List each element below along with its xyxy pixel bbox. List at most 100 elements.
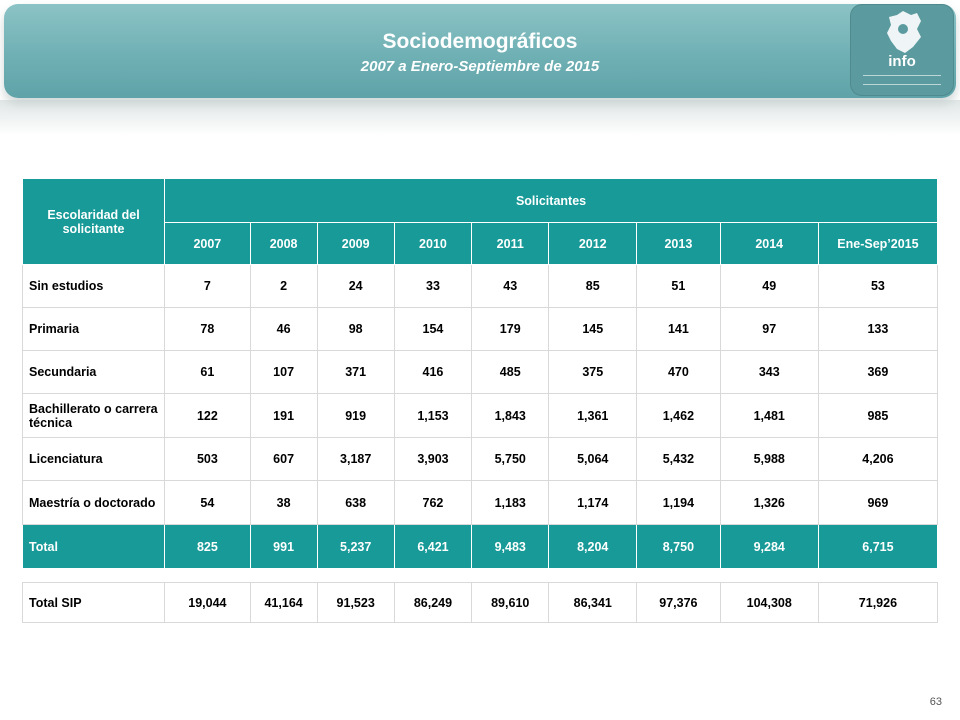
year-header: 2012 bbox=[548, 222, 638, 265]
total-sip-table: Total SIP 19,044 41,164 91,523 86,249 89… bbox=[21, 582, 939, 623]
table-row: Secundaria 61 107 371 416 485 375 470 343 369 bbox=[21, 350, 939, 394]
table-row: Primaria 78 46 98 154 179 145 141 97 133 bbox=[21, 307, 939, 351]
sip-cell: 89,610 bbox=[471, 582, 550, 623]
table-cell: 2 bbox=[249, 264, 318, 308]
table-cell: 54 bbox=[164, 480, 251, 525]
table-cell: 375 bbox=[548, 350, 638, 394]
year-header: 2013 bbox=[636, 222, 721, 265]
group-header-cell: Solicitantes bbox=[164, 178, 938, 223]
table-cell: 343 bbox=[719, 350, 819, 394]
table-cell: 46 bbox=[249, 307, 318, 351]
sip-cell: 19,044 bbox=[164, 582, 251, 623]
map-silhouette-icon bbox=[887, 11, 921, 53]
row-label: Sin estudios bbox=[21, 264, 166, 308]
total-row: Total 825 991 5,237 6,421 9,483 8,204 8,… bbox=[21, 524, 939, 569]
table-cell: 1,361 bbox=[548, 393, 638, 438]
year-header: 2008 bbox=[249, 222, 318, 265]
table-cell: 98 bbox=[316, 307, 395, 351]
page-subtitle: 2007 a Enero-Septiembre de 2015 bbox=[360, 58, 600, 75]
total-cell: 9,483 bbox=[471, 524, 550, 569]
table-cell: 919 bbox=[316, 393, 395, 438]
sip-cell: 86,249 bbox=[393, 582, 473, 623]
sip-cell: 97,376 bbox=[636, 582, 721, 623]
sip-cell: 71,926 bbox=[817, 582, 939, 623]
table-cell: 470 bbox=[636, 350, 721, 394]
table-cell: 51 bbox=[636, 264, 721, 308]
total-cell: 825 bbox=[164, 524, 251, 569]
table-cell: 969 bbox=[817, 480, 939, 525]
year-header: 2011 bbox=[471, 222, 550, 265]
total-cell: 6,421 bbox=[393, 524, 473, 569]
total-cell: 5,237 bbox=[316, 524, 395, 569]
table-cell: 416 bbox=[393, 350, 473, 394]
sip-cell: 41,164 bbox=[249, 582, 318, 623]
row-label: Secundaria bbox=[21, 350, 166, 394]
row-label: Primaria bbox=[21, 307, 166, 351]
row-label: Bachillerato o carrera técnica bbox=[21, 393, 166, 438]
total-sip-label: Total SIP bbox=[21, 582, 166, 623]
table-cell: 122 bbox=[164, 393, 251, 438]
table-cell: 503 bbox=[164, 437, 251, 481]
sip-cell: 104,308 bbox=[719, 582, 819, 623]
table-cell: 191 bbox=[249, 393, 318, 438]
table-cell: 154 bbox=[393, 307, 473, 351]
table-row: Licenciatura 503 607 3,187 3,903 5,750 5,064 5,… bbox=[21, 437, 939, 481]
table-cell: 33 bbox=[393, 264, 473, 308]
page-title: Sociodemográficos bbox=[382, 30, 578, 53]
infodf-logo: info bbox=[850, 4, 954, 96]
table-row: Maestría o doctorado 54 38 638 762 1,183 1,174… bbox=[21, 480, 939, 525]
sip-cell: 91,523 bbox=[316, 582, 395, 623]
year-header: 2009 bbox=[316, 222, 395, 265]
row-label: Licenciatura bbox=[21, 437, 166, 481]
table-cell: 85 bbox=[548, 264, 638, 308]
logo-wordmark: info bbox=[888, 53, 916, 70]
table-cell: 1,326 bbox=[719, 480, 819, 525]
table-cell: 49 bbox=[719, 264, 819, 308]
table-cell: 1,481 bbox=[719, 393, 819, 438]
total-cell: 8,750 bbox=[636, 524, 721, 569]
table-cell: 5,988 bbox=[719, 437, 819, 481]
table-cell: 3,187 bbox=[316, 437, 395, 481]
table-cell: 38 bbox=[249, 480, 318, 525]
table-cell: 5,750 bbox=[471, 437, 550, 481]
table-cell: 107 bbox=[249, 350, 318, 394]
table-cell: 179 bbox=[471, 307, 550, 351]
table-cell: 762 bbox=[393, 480, 473, 525]
table-cell: 371 bbox=[316, 350, 395, 394]
logo-tagline-lines bbox=[863, 75, 941, 85]
table-cell: 1,462 bbox=[636, 393, 721, 438]
total-cell: 9,284 bbox=[719, 524, 819, 569]
table-cell: 638 bbox=[316, 480, 395, 525]
table-cell: 133 bbox=[817, 307, 939, 351]
year-header: 2007 bbox=[164, 222, 251, 265]
table-cell: 97 bbox=[719, 307, 819, 351]
year-header: Ene-Sep’2015 bbox=[817, 222, 939, 265]
table-cell: 4,206 bbox=[817, 437, 939, 481]
banner-shadow bbox=[0, 100, 960, 136]
total-label: Total bbox=[21, 524, 166, 569]
total-cell: 991 bbox=[249, 524, 318, 569]
year-header: 2010 bbox=[393, 222, 473, 265]
table-cell: 607 bbox=[249, 437, 318, 481]
table-cell: 7 bbox=[164, 264, 251, 308]
header-banner: Sociodemográficos 2007 a Enero-Septiembr… bbox=[4, 4, 956, 98]
sip-cell: 86,341 bbox=[548, 582, 638, 623]
table-cell: 985 bbox=[817, 393, 939, 438]
table-row: Bachillerato o carrera técnica 122 191 919 1… bbox=[21, 393, 939, 438]
table-cell: 1,843 bbox=[471, 393, 550, 438]
table-cell: 145 bbox=[548, 307, 638, 351]
table-cell: 61 bbox=[164, 350, 251, 394]
row-label: Maestría o doctorado bbox=[21, 480, 166, 525]
year-header-row: 2007 2008 2009 2010 2011 2012 2013 2014 … bbox=[23, 222, 939, 265]
table-cell: 78 bbox=[164, 307, 251, 351]
total-cell: 8,204 bbox=[548, 524, 638, 569]
table-cell: 3,903 bbox=[393, 437, 473, 481]
table-cell: 1,153 bbox=[393, 393, 473, 438]
table-row: Sin estudios 7 2 24 33 43 85 51 49 53 bbox=[21, 264, 939, 308]
table-cell: 24 bbox=[316, 264, 395, 308]
table-cell: 1,174 bbox=[548, 480, 638, 525]
table-cell: 141 bbox=[636, 307, 721, 351]
total-sip-row: Total SIP 19,044 41,164 91,523 86,249 89… bbox=[21, 582, 939, 623]
table-cell: 369 bbox=[817, 350, 939, 394]
table-cell: 5,064 bbox=[548, 437, 638, 481]
